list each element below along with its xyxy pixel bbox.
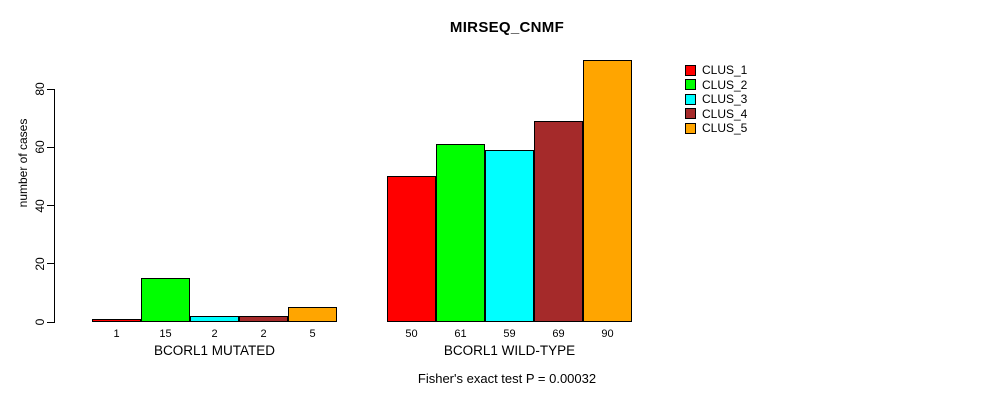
bar-clus_5 [583,59,632,322]
bar-clus_3 [485,150,534,322]
bar-value-label: 50 [405,328,418,340]
bar-value-label: 59 [503,328,516,340]
legend-swatch [685,93,696,105]
y-tick-label: 20 [33,257,47,271]
x-group-label: BCORL1 MUTATED [153,343,275,358]
y-tick-mark [47,146,54,148]
y-tick-mark [47,321,54,323]
legend-swatch [685,79,696,91]
bar-clus_2 [436,144,485,322]
annotation-text: Fisher's exact test P = 0.00032 [417,371,597,386]
bar-clus_3 [190,316,239,322]
legend-label: CLUS_3 [702,92,748,107]
legend-row: CLUS_3 [685,92,747,107]
bar-clus_1 [92,319,141,322]
legend-swatch [685,64,696,76]
legend-row: CLUS_5 [685,121,747,136]
y-tick-label: 60 [33,140,47,154]
y-tick-mark [47,88,54,90]
legend: CLUS_1 CLUS_2 CLUS_3 CLUS_4 CLUS_5 [685,63,747,136]
bar-clus_5 [288,307,337,322]
bar-value-label: 61 [454,328,467,340]
y-axis-title: number of cases [16,118,30,208]
bar-value-label: 1 [113,328,120,340]
y-tick-label: 80 [33,82,47,96]
bar-value-label: 2 [211,328,218,340]
x-group-label: BCORL1 WILD-TYPE [443,343,576,358]
bar-value-label: 90 [601,328,614,340]
bar-value-label: 69 [552,328,565,340]
legend-label: CLUS_4 [702,106,748,121]
bar-value-label: 2 [260,328,267,340]
bar-value-label: 15 [159,328,172,340]
legend-row: CLUS_4 [685,107,747,122]
y-tick-label: 40 [33,198,47,213]
legend-label: CLUS_1 [702,63,748,78]
bar-clus_4 [239,316,288,322]
bar-value-label: 5 [309,328,316,340]
legend-label: CLUS_5 [702,121,748,136]
y-axis-line [54,89,55,323]
legend-swatch [685,108,696,120]
y-tick-mark [47,263,54,265]
legend-row: CLUS_1 [685,63,747,78]
chart-title: MIRSEQ_CNMF [449,19,565,36]
y-tick-mark [47,205,54,206]
bar-clus_4 [534,121,583,322]
legend-row: CLUS_2 [685,78,747,93]
bar-clus_1 [387,176,436,322]
legend-label: CLUS_2 [702,77,748,92]
y-tick-label: 0 [33,318,47,326]
bar-clus_2 [141,278,190,322]
legend-swatch [685,122,696,134]
